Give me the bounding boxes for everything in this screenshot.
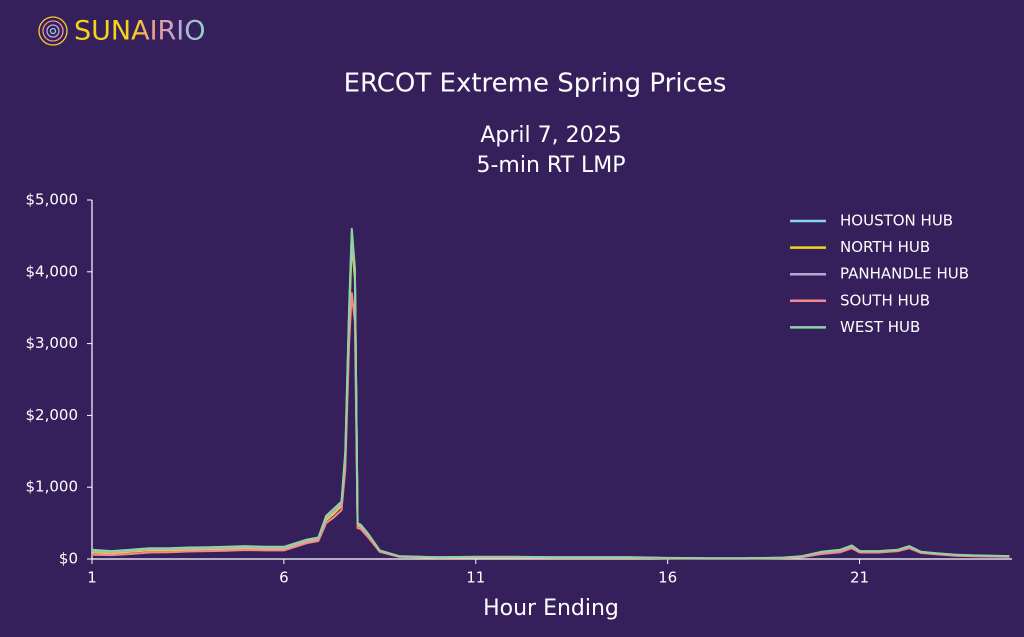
chart-title: ERCOT Extreme Spring Prices: [344, 69, 727, 99]
logo-icon: [38, 16, 68, 46]
line-series: [91, 227, 1010, 560]
legend-label: PANHANDLE HUB: [840, 265, 969, 283]
x-tick-label: 11: [466, 569, 485, 587]
y-tick-label: $3,000: [26, 334, 79, 352]
y-tick-label: $5,000: [26, 191, 79, 209]
y-tick-label: $0: [59, 550, 78, 568]
x-tick-label: 1: [87, 569, 97, 587]
x-tick-label: 6: [279, 569, 289, 587]
x-tick-label: 21: [850, 569, 869, 587]
y-tick-label: $4,000: [26, 262, 79, 280]
y-tick-label: $1,000: [26, 478, 79, 496]
y-tick-label: $2,000: [26, 406, 79, 424]
legend-label: NORTH HUB: [840, 238, 930, 256]
legend-label: SOUTH HUB: [840, 291, 930, 309]
legend-label: WEST HUB: [840, 318, 920, 336]
x-axis-label: Hour Ending: [483, 596, 619, 621]
logo: SUNAIRIO: [74, 16, 206, 47]
chart-subtitle: April 7, 2025: [480, 123, 621, 148]
legend-label: HOUSTON HUB: [840, 212, 953, 230]
chart-subtitle: 5-min RT LMP: [476, 153, 625, 178]
x-tick-label: 16: [658, 569, 677, 587]
line-series: [91, 292, 1010, 560]
